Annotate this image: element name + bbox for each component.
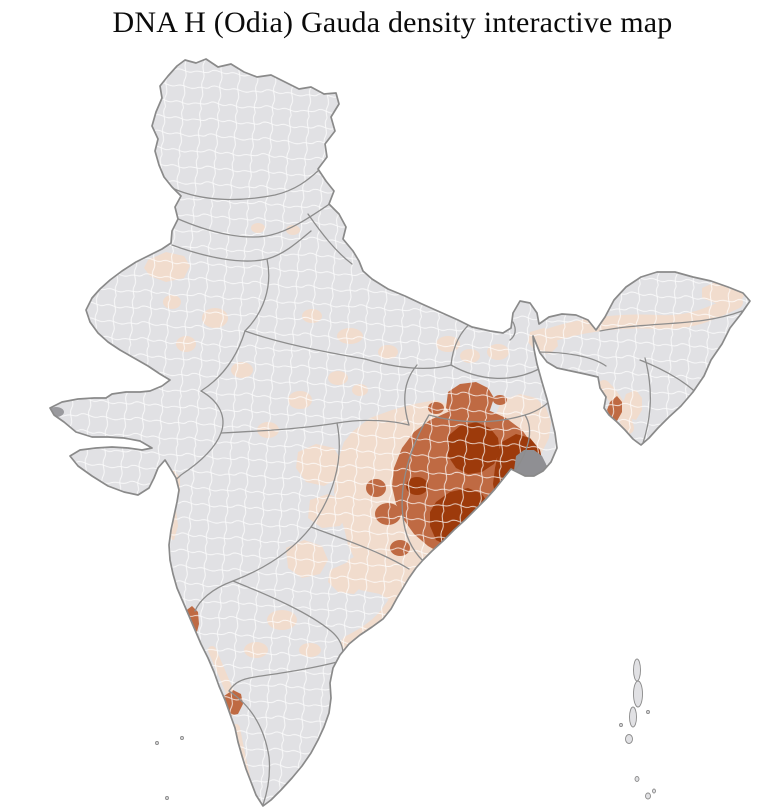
state-boundaries [167, 169, 743, 806]
map-title: DNA H (Odia) Gauda density interactive m… [112, 6, 673, 39]
andaman-nicobar-islands[interactable] [619, 658, 656, 800]
lakshadweep-islands[interactable] [155, 736, 184, 800]
india-outer-boundary [49, 58, 751, 807]
